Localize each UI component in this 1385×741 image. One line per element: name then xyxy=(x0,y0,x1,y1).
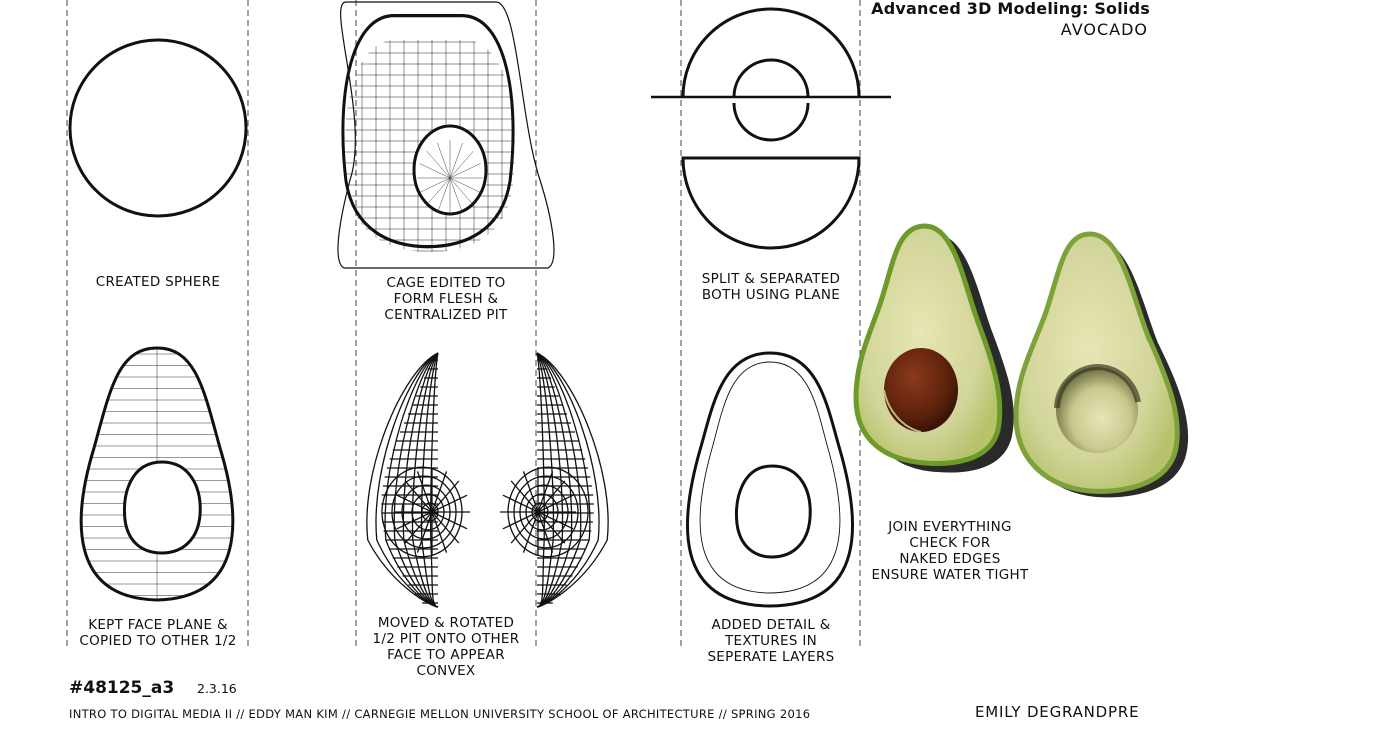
author-name: EMILY DEGRANDPRE xyxy=(975,703,1140,721)
step-label-sphere: CREATED SPHERE xyxy=(95,274,221,290)
step-label-cage: CAGE EDITED TO FORM FLESH & CENTRALIZED … xyxy=(384,275,508,323)
sheet-date: 2.3.16 xyxy=(197,681,237,696)
step-label-split: SPLIT & SEPARATED BOTH USING PLANE xyxy=(701,271,841,303)
rendered-avocado-right xyxy=(1013,231,1189,498)
face-plane-drawing xyxy=(79,346,235,602)
sheet-subtitle: AVOCADO xyxy=(1060,20,1148,39)
cage-drawing xyxy=(337,1,555,269)
course-credit: INTRO TO DIGITAL MEDIA II // EDDY MAN KI… xyxy=(69,707,811,721)
mesh-halves-drawing xyxy=(366,352,609,608)
step-label-join: JOIN EVERYTHING CHECK FOR NAKED EDGES EN… xyxy=(871,519,1029,583)
sheet-number: #48125_a3 xyxy=(69,678,175,698)
split-drawing xyxy=(651,7,891,250)
column-guides xyxy=(66,0,861,650)
sphere-drawing xyxy=(68,38,248,218)
step-label-rotate-pit: MOVED & ROTATED 1/2 PIT ONTO OTHER FACE … xyxy=(372,615,520,679)
step-label-face-plane: KEPT FACE PLANE & COPIED TO OTHER 1/2 xyxy=(79,617,237,649)
detail-drawing xyxy=(685,351,855,608)
step-label-detail: ADDED DETAIL & TEXTURES IN SEPERATE LAYE… xyxy=(707,617,835,665)
sheet-title: Advanced 3D Modeling: Solids xyxy=(871,0,1150,18)
rendered-avocado-left xyxy=(853,223,1014,473)
